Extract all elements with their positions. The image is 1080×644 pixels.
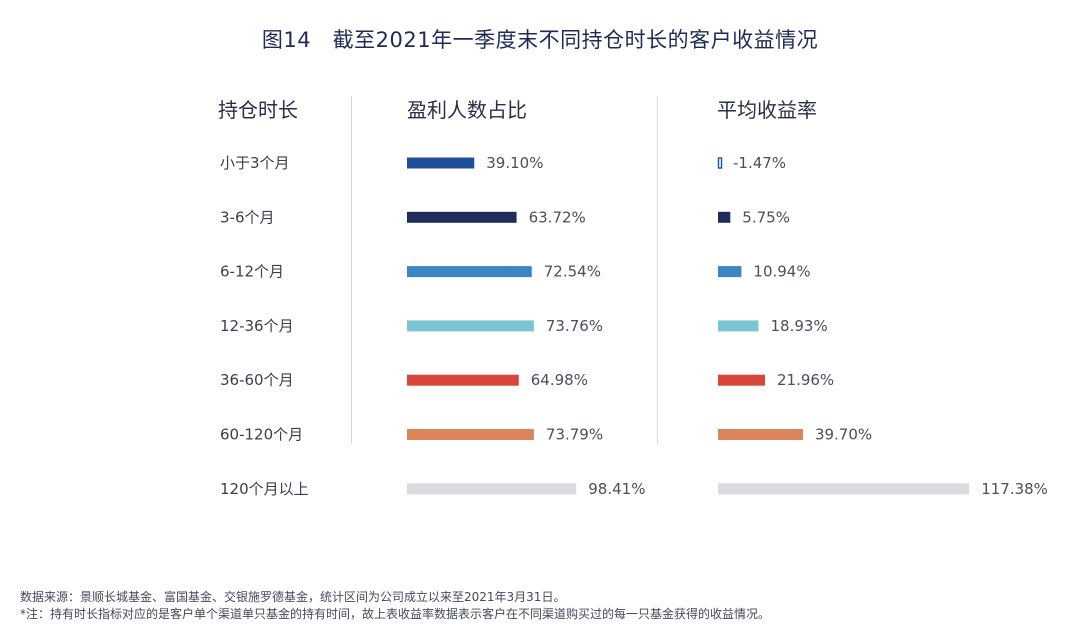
data-label: 21.96% (777, 371, 834, 389)
bar-series-1-row-5 (407, 374, 519, 386)
bar-series-1-row-4 (407, 320, 534, 332)
category-label: 60-120个月 (220, 426, 303, 444)
bar-series-2-row-4 (718, 320, 759, 332)
data-label: 72.54% (544, 263, 601, 281)
data-label: 39.70% (815, 426, 872, 444)
chart-title: 图14 截至2021年一季度末不同持仓时长的客户收益情况 (261, 28, 819, 52)
category-label: 小于3个月 (220, 154, 290, 172)
data-label: -1.47% (733, 154, 786, 172)
data-label: 39.10% (486, 154, 543, 172)
bar-series-1-row-6 (407, 429, 534, 440)
data-label: 5.75% (742, 208, 790, 226)
footer-note: *注：持有时长指标对应的是客户单个渠道单只基金的持有时间，故上表收益率数据表示客… (20, 607, 771, 621)
header-duration: 持仓时长 (218, 98, 298, 122)
data-label: 63.72% (529, 208, 586, 226)
divider-left (351, 96, 352, 444)
data-label: 64.98% (531, 371, 588, 389)
bar-series-1-row-2 (407, 211, 517, 223)
data-label: 10.94% (753, 263, 810, 281)
category-label: 3-6个月 (220, 208, 275, 226)
header-avg-return: 平均收益率 (717, 98, 817, 122)
category-label: 36-60个月 (220, 371, 294, 389)
data-label: 117.38% (981, 480, 1048, 498)
data-label: 73.79% (546, 426, 603, 444)
bar-series-2-row-5 (718, 374, 765, 386)
divider-right (657, 96, 658, 444)
bar-series-2-row-3 (718, 266, 742, 278)
data-label: 73.76% (546, 317, 603, 335)
data-label: 18.93% (771, 317, 828, 335)
bar-series-2-row-7 (718, 483, 970, 495)
bar-series-1-row-3 (407, 266, 532, 278)
bar-series-2-row-2 (718, 211, 731, 223)
category-label: 12-36个月 (220, 317, 294, 335)
footer-source: 数据来源：景顺长城基金、富国基金、交银施罗德基金，统计区间为公司成立以来至202… (20, 590, 566, 604)
header-profit-ratio: 盈利人数占比 (407, 98, 527, 122)
data-label: 98.41% (588, 480, 645, 498)
category-label: 120个月以上 (220, 480, 309, 498)
bar-series-1-row-1 (407, 157, 475, 169)
bar-series-2-row-1 (717, 157, 723, 169)
category-label: 6-12个月 (220, 263, 284, 281)
bar-series-2-row-6 (718, 429, 803, 440)
bar-chart: 小于3个月 3-6个月 6-12个月 12-36个月 36-60个月 60-120个月 12… (220, 154, 1048, 498)
bar-series-1-row-7 (407, 483, 577, 495)
